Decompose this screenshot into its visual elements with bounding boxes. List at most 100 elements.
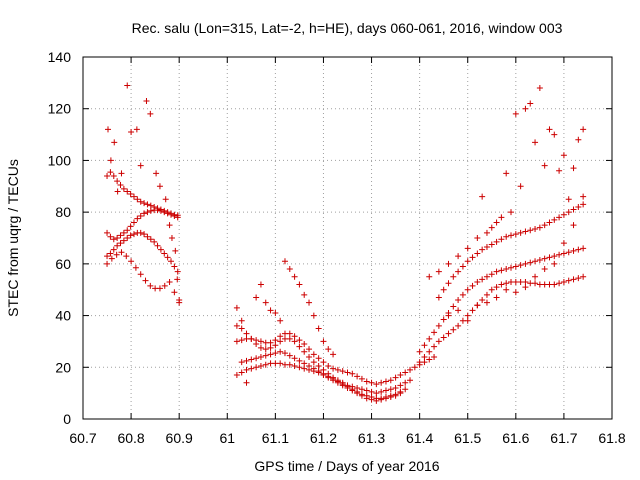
x-axis-tick-labels: 60.7 60.8 60.9 61 61.1 61.2 61.3 61.4 61.5 61.6 61… xyxy=(69,430,625,446)
data-point xyxy=(257,353,264,360)
data-point xyxy=(291,333,298,340)
data-point xyxy=(117,181,124,188)
data-point xyxy=(373,381,380,388)
data-point xyxy=(397,382,404,389)
data-point xyxy=(267,351,274,358)
data-point xyxy=(469,307,476,314)
data-point xyxy=(141,231,148,238)
data-point xyxy=(546,219,553,226)
data-point xyxy=(493,238,500,245)
data-point xyxy=(243,379,250,386)
data-point xyxy=(233,322,240,329)
data-point xyxy=(431,329,438,336)
data-point xyxy=(532,273,539,280)
data-point xyxy=(392,374,399,381)
data-point xyxy=(123,253,130,260)
data-point xyxy=(272,342,279,349)
data-point xyxy=(378,379,385,386)
data-point xyxy=(137,213,144,220)
data-point xyxy=(127,191,134,198)
data-point xyxy=(512,289,519,296)
data-point xyxy=(527,227,534,234)
data-point xyxy=(166,278,173,285)
data-point xyxy=(320,359,327,366)
x-axis-label: GPS time / Days of year 2016 xyxy=(254,458,439,474)
y-tick-label: 60 xyxy=(55,256,71,272)
data-point xyxy=(110,172,117,179)
data-point xyxy=(110,236,117,243)
data-point xyxy=(459,263,466,270)
data-point xyxy=(387,394,394,401)
data-point xyxy=(450,326,457,333)
axis-ticks xyxy=(82,56,613,420)
data-point xyxy=(440,334,447,341)
data-point xyxy=(474,235,481,241)
data-point xyxy=(107,233,114,240)
data-point xyxy=(281,258,288,265)
data-point xyxy=(277,333,284,340)
data-point xyxy=(141,210,148,217)
data-point xyxy=(560,278,567,285)
y-axis-label: STEC from uqrg / TECUs xyxy=(5,159,21,317)
data-point xyxy=(262,361,269,368)
data-point xyxy=(354,373,361,380)
data-point xyxy=(144,233,151,240)
data-point xyxy=(575,275,582,282)
data-point xyxy=(174,276,181,283)
data-point xyxy=(517,183,524,190)
data-point xyxy=(455,322,462,329)
data-point xyxy=(474,302,481,309)
data-point xyxy=(172,247,179,254)
data-point xyxy=(508,232,515,239)
data-point xyxy=(431,343,438,350)
data-point xyxy=(291,273,298,280)
data-point xyxy=(464,312,471,319)
data-point xyxy=(560,152,567,159)
data-point xyxy=(402,379,409,386)
data-point xyxy=(277,348,284,355)
data-point xyxy=(580,245,587,252)
data-point xyxy=(363,395,370,402)
data-point xyxy=(392,384,399,391)
data-point xyxy=(435,338,442,345)
data-point xyxy=(301,348,308,355)
data-point xyxy=(164,210,171,217)
data-point xyxy=(174,214,181,221)
data-point xyxy=(171,289,178,296)
data-point xyxy=(176,297,183,304)
data-point xyxy=(532,258,539,265)
data-point xyxy=(137,198,144,205)
data-point xyxy=(450,303,457,310)
data-point xyxy=(464,258,471,265)
data-point xyxy=(508,209,515,216)
data-point xyxy=(493,294,500,301)
data-point xyxy=(421,342,428,349)
data-point xyxy=(310,359,317,366)
data-point xyxy=(286,266,293,273)
data-point xyxy=(253,364,260,371)
data-point xyxy=(402,369,409,376)
data-point xyxy=(104,229,111,236)
data-point xyxy=(498,281,505,288)
data-point xyxy=(238,337,245,344)
data-point xyxy=(373,397,380,404)
x-tick-label: 61 xyxy=(219,430,235,446)
data-point xyxy=(296,357,303,364)
data-point xyxy=(522,278,529,285)
data-point xyxy=(107,157,114,164)
data-point xyxy=(301,341,308,348)
data-point xyxy=(267,307,274,314)
data-point xyxy=(575,136,582,143)
data-point xyxy=(455,307,462,314)
x-tick-label: 61.8 xyxy=(598,430,625,446)
data-point xyxy=(296,281,303,288)
data-point xyxy=(397,372,404,379)
data-point xyxy=(435,268,442,275)
data-point xyxy=(272,337,279,344)
data-point xyxy=(580,126,587,133)
data-point xyxy=(541,222,548,229)
data-point xyxy=(325,346,332,353)
data-point xyxy=(407,377,414,384)
data-point xyxy=(233,338,240,345)
data-point xyxy=(171,263,178,270)
